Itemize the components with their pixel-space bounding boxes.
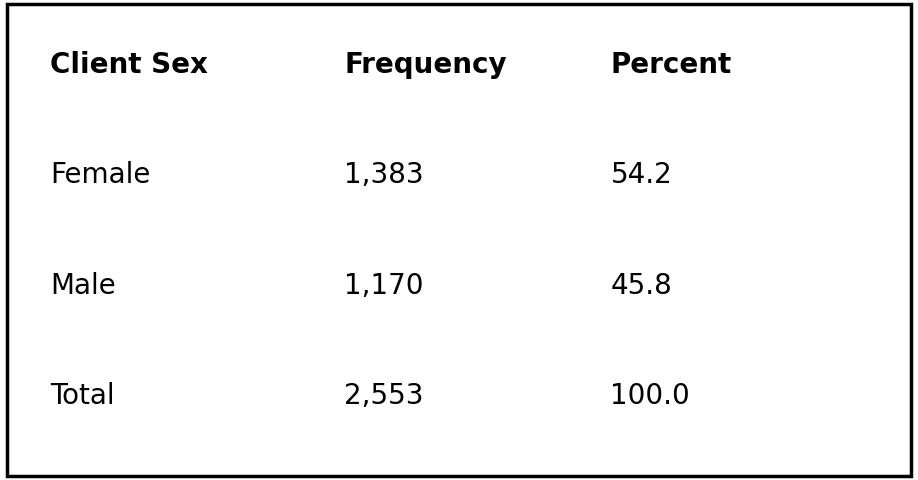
Text: Total: Total bbox=[50, 382, 115, 410]
Text: 1,383: 1,383 bbox=[344, 161, 424, 189]
Text: 2,553: 2,553 bbox=[344, 382, 424, 410]
Text: 100.0: 100.0 bbox=[610, 382, 690, 410]
Text: 54.2: 54.2 bbox=[610, 161, 672, 189]
Text: 1,170: 1,170 bbox=[344, 272, 424, 300]
Text: Female: Female bbox=[50, 161, 151, 189]
Text: Client Sex: Client Sex bbox=[50, 51, 208, 79]
FancyBboxPatch shape bbox=[7, 4, 911, 476]
Text: Male: Male bbox=[50, 272, 117, 300]
Text: Frequency: Frequency bbox=[344, 51, 507, 79]
Text: 45.8: 45.8 bbox=[610, 272, 672, 300]
Text: Percent: Percent bbox=[610, 51, 732, 79]
